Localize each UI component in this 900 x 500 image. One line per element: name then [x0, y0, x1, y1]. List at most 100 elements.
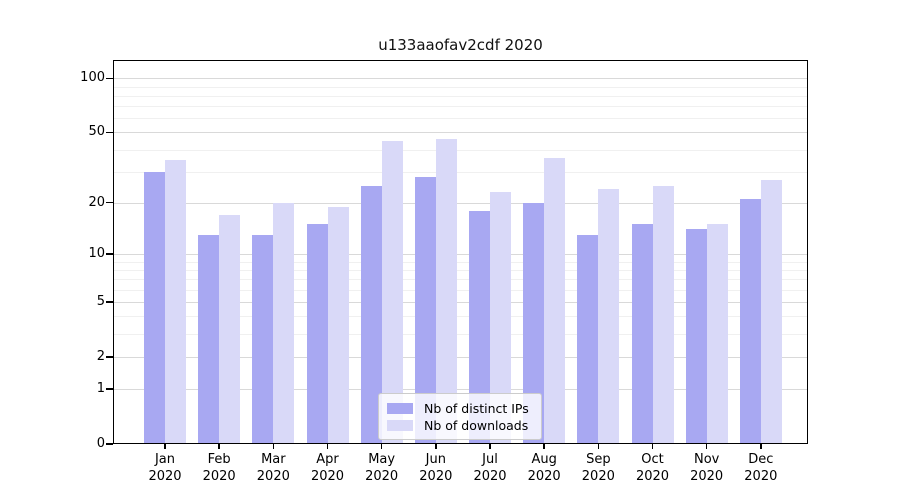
gridline-minor [113, 106, 808, 108]
x-tick-mark [326, 444, 329, 449]
bar-apr-distinct-ips [306, 224, 328, 444]
x-tick-month: Apr [316, 452, 339, 467]
legend-item-downloads: Nb of downloads [387, 417, 533, 433]
x-tick-month: Nov [693, 452, 720, 467]
x-tick-label-dec: Dec 2020 [733, 452, 789, 485]
bar-jan-downloads [165, 160, 186, 444]
legend-label-distinct-ips: Nb of distinct IPs [424, 400, 529, 416]
y-tick-mark [106, 253, 113, 255]
bar-may-distinct-ips [360, 185, 382, 444]
y-tick-mark [106, 202, 113, 204]
x-tick-month: Mar [261, 452, 286, 467]
gridline-major [113, 78, 808, 80]
gridline-minor [113, 86, 808, 88]
y-tick-label: 1 [96, 381, 105, 397]
x-tick-label-jan: Jan 2020 [137, 452, 193, 485]
x-tick-mark [597, 444, 600, 449]
gridline-minor [113, 171, 808, 173]
x-tick-month: Oct [641, 452, 664, 467]
x-tick-year: 2020 [581, 468, 615, 484]
x-tick-year: 2020 [690, 468, 724, 484]
x-tick-mark [164, 444, 166, 449]
x-tick-label-jul: Jul 2020 [462, 452, 518, 485]
x-tick-mark [543, 444, 545, 449]
y-tick-mark [106, 356, 113, 358]
x-tick-year: 2020 [256, 468, 290, 484]
gridline-minor [113, 334, 808, 336]
bar-jul-distinct-ips [469, 210, 490, 444]
y-tick-mark [106, 301, 113, 303]
bar-aug-distinct-ips [523, 202, 545, 444]
x-tick-label-apr: Apr 2020 [300, 452, 356, 485]
x-tick-mark [651, 444, 654, 449]
y-tick-mark [106, 388, 113, 390]
bar-sep-downloads [598, 188, 620, 444]
x-tick-label-may: May 2020 [354, 452, 410, 485]
gridline-major [113, 253, 808, 255]
y-tick-label: 50 [88, 124, 105, 140]
x-tick-year: 2020 [419, 468, 453, 484]
bar-feb-distinct-ips [198, 234, 220, 444]
x-tick-mark [760, 444, 762, 449]
gridline-minor [113, 95, 808, 97]
bar-apr-downloads [327, 206, 349, 444]
gridline-minor [113, 269, 808, 271]
bar-mar-downloads [273, 202, 295, 444]
gridline-minor [113, 289, 808, 291]
x-tick-label-jun: Jun 2020 [408, 452, 464, 485]
y-tick-label: 100 [80, 70, 105, 86]
x-tick-mark [380, 444, 383, 449]
x-tick-mark [705, 444, 708, 449]
x-tick-year: 2020 [202, 468, 236, 484]
x-tick-month: Jan [154, 452, 176, 467]
gridline-minor [113, 316, 808, 318]
y-tick-mark [106, 77, 113, 79]
x-tick-mark [435, 444, 437, 449]
x-tick-year: 2020 [635, 468, 670, 484]
gridline-minor [113, 279, 808, 281]
gridline-minor [113, 261, 808, 263]
x-tick-year: 2020 [744, 468, 778, 484]
gridline-minor [113, 149, 808, 151]
y-tick-label: 10 [88, 245, 105, 261]
gridline-major [113, 356, 808, 358]
bar-jul-downloads [490, 192, 511, 444]
x-tick-month: Sep [586, 452, 611, 467]
y-tick-label: 5 [96, 294, 105, 310]
plot-area [113, 60, 808, 444]
x-tick-year: 2020 [148, 468, 182, 484]
gridline-major [113, 202, 808, 204]
x-tick-mark [218, 444, 220, 449]
x-tick-mark [272, 444, 275, 449]
bar-mar-distinct-ips [252, 234, 274, 444]
bar-feb-downloads [219, 214, 241, 444]
legend: Nb of distinct IPs Nb of downloads [378, 393, 542, 440]
bar-aug-downloads [544, 157, 566, 444]
y-tick-label: 0 [96, 436, 105, 451]
legend-item-distinct-ips: Nb of distinct IPs [387, 400, 533, 416]
bar-oct-distinct-ips [631, 224, 653, 444]
x-tick-label-oct: Oct 2020 [625, 452, 681, 485]
x-tick-label-sep: Sep 2020 [570, 452, 626, 485]
x-tick-month: Aug [531, 452, 557, 467]
y-tick-mark [106, 443, 113, 445]
x-tick-year: 2020 [310, 468, 345, 484]
bar-jan-distinct-ips [144, 171, 165, 444]
x-tick-label-nov: Nov 2020 [679, 452, 735, 485]
y-tick-label: 2 [96, 348, 105, 364]
bar-dec-distinct-ips [739, 199, 761, 444]
x-tick-year: 2020 [527, 468, 561, 484]
bar-may-downloads [381, 140, 403, 444]
x-tick-mark [489, 444, 491, 449]
x-tick-month: Jun [425, 452, 446, 467]
bar-dec-downloads [760, 179, 782, 444]
x-tick-year: 2020 [365, 468, 399, 484]
gridline-major [113, 389, 808, 391]
bar-jun-distinct-ips [414, 177, 436, 444]
legend-swatch-downloads [387, 419, 413, 431]
bar-oct-downloads [652, 185, 674, 444]
bar-nov-distinct-ips [685, 229, 707, 444]
x-tick-month: Feb [207, 452, 231, 467]
bar-sep-distinct-ips [577, 234, 599, 444]
